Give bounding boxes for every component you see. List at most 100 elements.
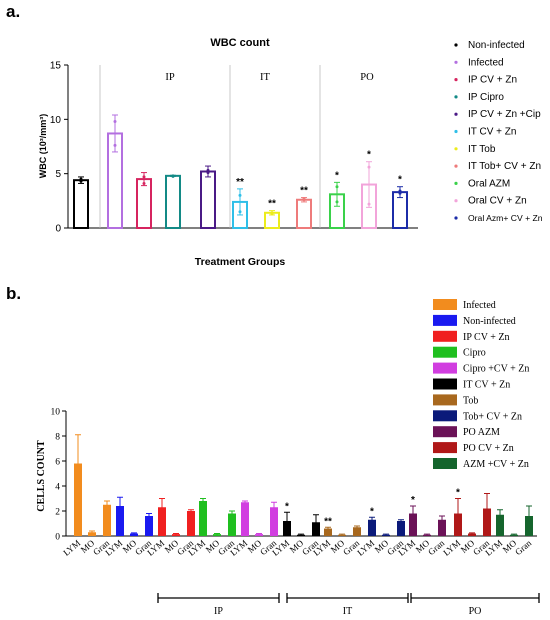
route-label: PO [469,606,482,617]
data-point [206,171,210,175]
bar [200,170,216,229]
data-point [270,212,274,216]
legend-label: IP CV + Zn [468,75,517,86]
legend-swatch [433,299,457,310]
bar [136,178,152,230]
data-point [238,210,242,214]
legend-marker [454,60,458,64]
bar [73,179,89,229]
legend-marker [454,112,458,116]
bar [468,533,476,536]
legend-marker [454,95,458,99]
significance-star: * [335,170,339,181]
data-point [79,177,83,181]
significance-star: ** [268,199,276,210]
legend-marker [454,199,458,203]
legend-swatch [433,426,457,438]
legend-label: IT Tob [468,144,496,155]
legend-swatch [433,346,457,358]
legend-marker [454,129,458,134]
legend-label: Infected [468,57,504,68]
bar [158,507,166,536]
y-tick-label: 0 [55,224,61,235]
data-point [171,174,175,178]
legend-swatch [433,330,457,342]
legend-marker [454,147,458,151]
panel-b-ylabel: CELLS COUNT [36,440,47,512]
y-tick-label: 10 [51,408,61,418]
legend-label: IP CV + Zn [463,332,509,343]
bar [409,513,417,536]
data-point [142,175,146,179]
bar [438,519,446,536]
panel-b-legend: Infected Non-infected IP CV + Zn Cipro Cipro… [433,299,529,470]
legend-label: AZM +CV + Zn [463,459,529,470]
bar [199,501,207,536]
panel-b-label: b. [6,284,21,303]
data-point [142,181,146,185]
bar [324,528,332,536]
legend-label: IP Cipro [468,92,504,103]
legend-label: IT Tob+ CV + Zn [468,161,541,172]
legend-label: Non-infected [468,40,525,51]
legend-label: Tob+ CV + Zn [463,411,522,422]
bar [213,534,221,536]
bar [74,463,82,536]
bar [353,527,361,536]
data-point [367,202,371,206]
data-point [79,179,83,183]
data-point [238,193,242,197]
bar [270,507,278,536]
legend-label: IP CV + Zn +Cip [468,109,541,120]
data-point [206,168,210,172]
bar [187,511,195,536]
x-tick-label: Gran [513,538,534,558]
legend-label: Cipro +CV + Zn [463,364,529,375]
y-tick-label: 5 [55,169,61,180]
group-label: IP [165,72,174,83]
legend-label: Oral AZM [468,178,510,189]
significance-star: * [367,150,371,161]
legend-marker [454,181,458,185]
legend-swatch [433,314,457,326]
bar [130,533,138,536]
y-tick-label: 8 [55,433,60,443]
data-point [398,189,402,193]
data-point [113,143,117,147]
legend-label: PO AZM [463,427,500,438]
legend-marker [454,78,458,82]
y-tick-label: 2 [55,508,60,518]
legend-label: Tob [463,395,478,406]
bar [88,532,96,536]
legend-marker [454,164,458,168]
data-point [335,200,339,204]
bar [397,521,405,536]
data-point [367,165,371,169]
data-point [113,120,117,124]
legend-label: IT CV + Zn [463,380,510,391]
legend-swatch [433,394,457,406]
legend-marker [454,43,458,47]
panel-b-plot: 0246810LYMMOGranLYMMOGranLYMMOGranLYMMOG… [51,408,540,617]
route-label: IT [343,606,352,617]
significance-star: ** [300,186,308,197]
bar [368,519,376,536]
legend-label: Oral CV + Zn [468,196,527,207]
bar [496,514,504,536]
panel-a-label: a. [6,2,20,21]
y-tick-label: 0 [55,533,60,543]
legend-label: Infected [463,300,496,311]
significance-star: ** [236,177,244,188]
significance-star: * [285,501,289,512]
legend-swatch [433,378,457,390]
significance-star: * [456,488,460,499]
bar [103,504,111,536]
group-label: IT [260,72,270,83]
group-label: PO [360,72,374,83]
legend-label: PO CV + Zn [463,443,514,454]
panel-a-legend: Non-infected Infected IP CV + Zn IP Cipro IP… [454,40,543,223]
data-point [302,198,306,202]
bar [116,506,124,536]
